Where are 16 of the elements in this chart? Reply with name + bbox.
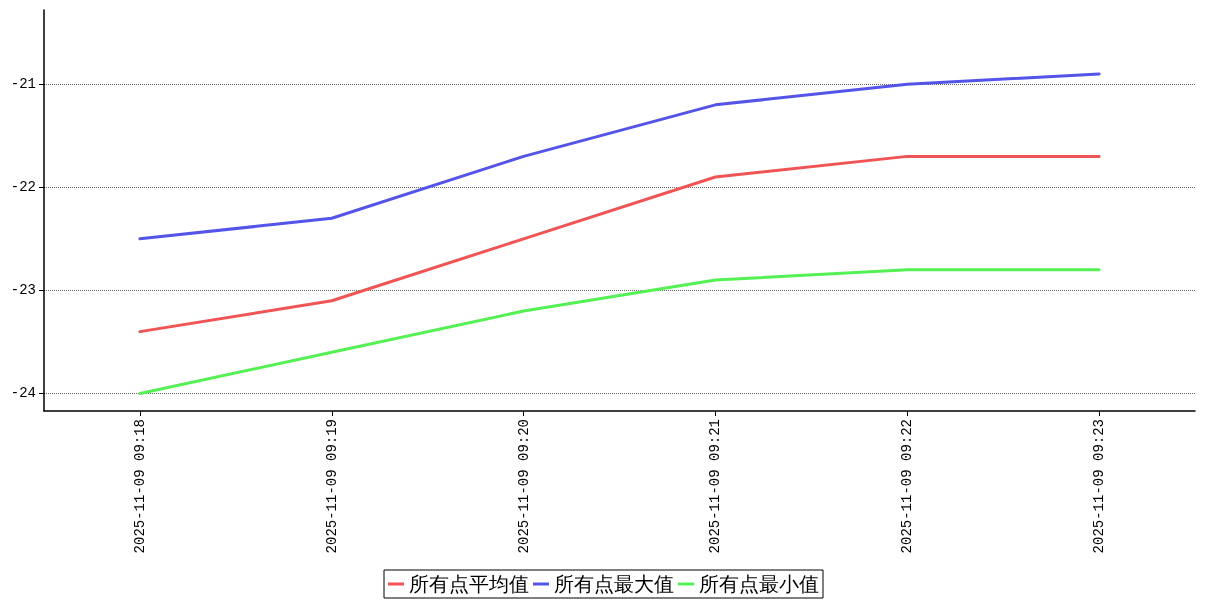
line-series	[138, 154, 1101, 334]
y-tick-label: -23	[10, 282, 36, 299]
line-series	[138, 268, 1101, 395]
x-tick-label: 2025-11-09 09:22	[899, 419, 916, 554]
line-series	[138, 72, 1101, 241]
y-tick-label: -22	[10, 179, 36, 196]
y-tick-label: -24	[10, 385, 36, 402]
legend-label: 所有点最大值	[554, 573, 674, 595]
x-tick-label: 2025-11-09 09:18	[131, 419, 148, 554]
y-tick-label: -21	[10, 76, 36, 93]
x-tick-label: 2025-11-09 09:21	[707, 419, 724, 554]
x-tick-label: 2025-11-09 09:20	[515, 419, 532, 554]
legend-label: 所有点最小值	[699, 573, 819, 595]
x-tick-label: 2025-11-09 09:23	[1091, 419, 1108, 554]
legend-label: 所有点平均值	[409, 573, 529, 595]
x-tick-label: 2025-11-09 09:19	[323, 419, 340, 554]
